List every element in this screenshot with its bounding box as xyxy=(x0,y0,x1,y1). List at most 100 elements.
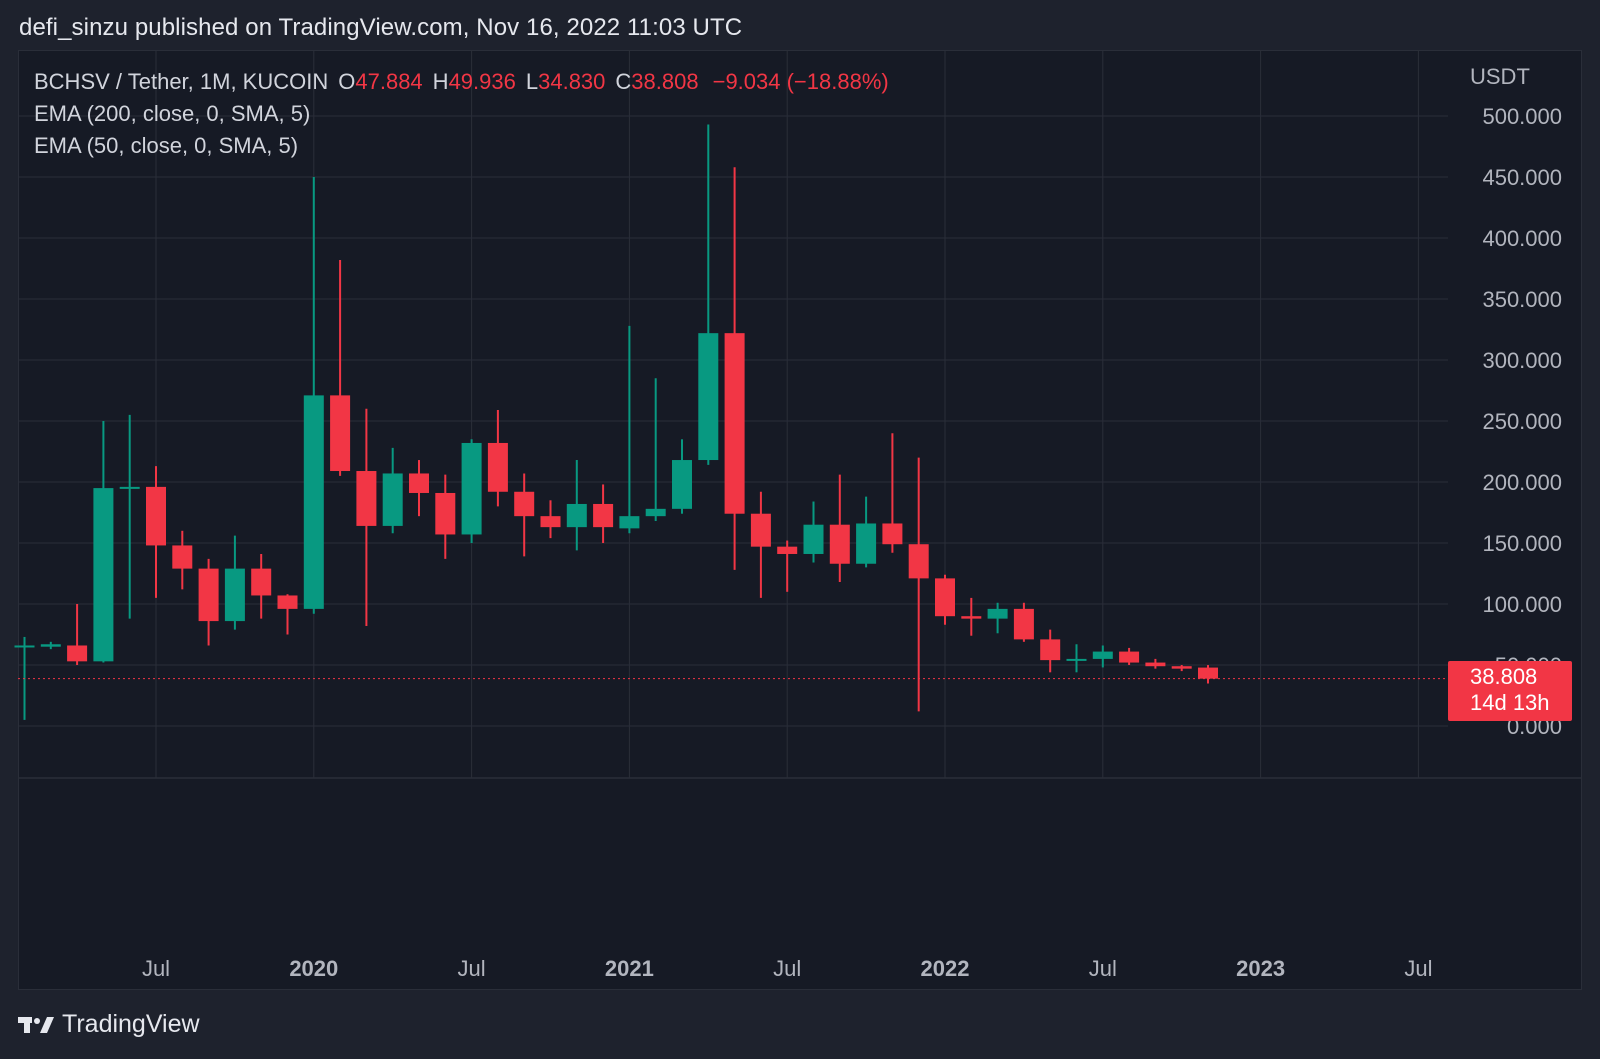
candle[interactable] xyxy=(1198,665,1218,684)
candle-body xyxy=(224,568,245,622)
candle[interactable] xyxy=(750,491,771,598)
candle[interactable] xyxy=(382,447,403,534)
candle[interactable] xyxy=(566,460,587,551)
candle-body xyxy=(277,595,298,609)
time-tick-label: 2023 xyxy=(1236,956,1285,981)
candle[interactable] xyxy=(1092,645,1113,668)
candle-body xyxy=(303,395,324,609)
candle[interactable] xyxy=(1145,658,1166,669)
price-tick-label: 300.000 xyxy=(1482,348,1562,373)
candle[interactable] xyxy=(724,167,745,570)
candle[interactable] xyxy=(961,597,982,636)
candle[interactable] xyxy=(146,466,166,598)
chart-panel[interactable] xyxy=(18,50,1582,990)
candle-body xyxy=(540,516,561,528)
candle-body xyxy=(67,645,88,662)
candle-body xyxy=(1066,658,1087,661)
candle[interactable] xyxy=(1066,644,1087,673)
candle[interactable] xyxy=(277,594,298,635)
time-tick-label: Jul xyxy=(458,956,486,981)
bar-countdown: 14d 13h xyxy=(1470,690,1550,715)
legend-high-label: H xyxy=(432,69,449,94)
candle-body xyxy=(882,523,903,545)
candle[interactable] xyxy=(777,540,798,592)
legend-ema200[interactable]: EMA (200, close, 0, SMA, 5) xyxy=(34,101,311,126)
candle[interactable] xyxy=(829,474,850,583)
candle[interactable] xyxy=(487,410,508,507)
candle-body xyxy=(1119,651,1140,663)
legend-ohlc-row[interactable]: BCHSV / Tether, 1M, KUCOIN O47.884 H49.936… xyxy=(34,66,889,98)
candle[interactable] xyxy=(935,574,955,625)
candle[interactable] xyxy=(1040,629,1061,673)
candle-body xyxy=(803,524,824,554)
candle[interactable] xyxy=(803,501,824,563)
candle[interactable] xyxy=(672,439,692,514)
candle[interactable] xyxy=(172,530,193,590)
candle-body xyxy=(672,460,692,509)
candle[interactable] xyxy=(251,553,272,619)
candle[interactable] xyxy=(224,535,245,630)
candle[interactable] xyxy=(1119,647,1140,665)
candle-body xyxy=(987,608,1008,619)
candle-body xyxy=(1171,666,1192,669)
candle-body xyxy=(566,503,587,528)
candle[interactable] xyxy=(67,604,88,665)
candle[interactable] xyxy=(303,177,324,614)
tradingview-logo[interactable]: TradingView xyxy=(18,1010,200,1039)
chart-legend: BCHSV / Tether, 1M, KUCOIN O47.884 H49.936… xyxy=(34,66,889,162)
price-axis: 0.00050.000100.000150.000200.000250.0003… xyxy=(1470,64,1562,739)
candle[interactable] xyxy=(619,325,640,534)
legend-change: −9.034 (−18.88%) xyxy=(712,69,889,94)
candle-body xyxy=(40,644,61,647)
candle[interactable] xyxy=(593,484,614,543)
candle[interactable] xyxy=(330,259,351,476)
legend-low-label: L xyxy=(525,69,539,94)
candle[interactable] xyxy=(856,496,877,568)
time-tick-label: Jul xyxy=(1404,956,1432,981)
candle-body xyxy=(461,442,482,535)
candle-body xyxy=(146,486,166,546)
time-tick-label: Jul xyxy=(773,956,801,981)
price-tick-label: 500.000 xyxy=(1482,104,1562,129)
candle[interactable] xyxy=(198,558,219,646)
time-tick-label: 2022 xyxy=(921,956,970,981)
tradingview-logo-icon xyxy=(18,1016,54,1033)
candle[interactable] xyxy=(882,433,903,553)
candle[interactable] xyxy=(645,378,666,522)
legend-open-label: O xyxy=(338,69,356,94)
time-tick-label: Jul xyxy=(1089,956,1117,981)
candle-body xyxy=(1092,651,1113,659)
candle[interactable] xyxy=(461,439,482,543)
publish-line: defi_sinzu published on TradingView.com,… xyxy=(19,14,743,41)
candle[interactable] xyxy=(119,414,140,619)
price-tick-label: 400.000 xyxy=(1482,226,1562,251)
currency-label[interactable]: USDT xyxy=(1470,64,1530,89)
candle-body xyxy=(1145,662,1166,667)
candle-body xyxy=(698,333,719,461)
candle[interactable] xyxy=(987,602,1008,634)
candle[interactable] xyxy=(435,474,456,559)
candle-body xyxy=(330,395,351,472)
candle-body xyxy=(198,568,219,622)
candle[interactable] xyxy=(93,421,114,663)
candle[interactable] xyxy=(1013,602,1034,642)
candle[interactable] xyxy=(514,473,535,557)
legend-symbol: BCHSV / Tether, 1M, KUCOIN xyxy=(34,69,329,94)
candle[interactable] xyxy=(356,408,377,626)
candle[interactable] xyxy=(409,460,429,517)
candle-body xyxy=(619,516,640,529)
legend-ema50[interactable]: EMA (50, close, 0, SMA, 5) xyxy=(34,133,299,158)
candle-body xyxy=(829,524,850,564)
candle[interactable] xyxy=(40,641,61,650)
price-tick-label: 200.000 xyxy=(1482,470,1562,495)
candle-body xyxy=(724,333,745,514)
candle[interactable] xyxy=(908,457,929,712)
candle-body xyxy=(1013,608,1034,640)
candle[interactable] xyxy=(698,124,719,465)
tradingview-brand: TradingView xyxy=(62,1010,200,1038)
candle-body xyxy=(1040,639,1061,661)
candle-body xyxy=(593,503,614,528)
candle[interactable] xyxy=(1171,665,1192,672)
candle[interactable] xyxy=(540,500,561,539)
